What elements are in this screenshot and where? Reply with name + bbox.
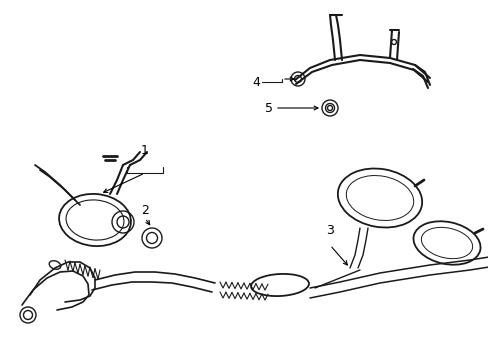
Text: 5: 5: [264, 102, 272, 114]
Text: 2: 2: [141, 203, 149, 216]
Text: 4: 4: [252, 76, 260, 89]
Text: 3: 3: [325, 224, 333, 237]
Text: 1: 1: [141, 144, 149, 157]
